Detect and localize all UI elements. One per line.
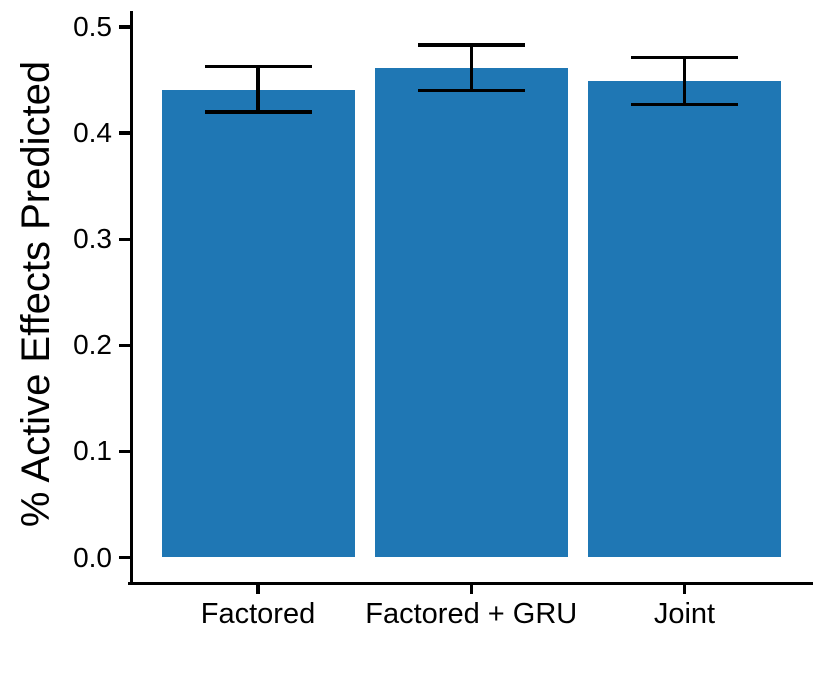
error-bar-line	[469, 45, 473, 91]
error-bar-cap-bottom	[417, 88, 525, 93]
bar-factored-gru	[374, 68, 568, 558]
y-tick	[119, 25, 130, 29]
bar-joint	[588, 81, 781, 558]
error-bar-cap-bottom	[204, 110, 312, 114]
x-tick	[682, 585, 687, 594]
y-axis-line	[130, 11, 134, 585]
y-tick-label: 0.3	[73, 223, 112, 255]
error-bar-cap-top	[417, 43, 525, 47]
y-tick	[119, 237, 130, 241]
error-bar-cap-bottom	[631, 102, 738, 107]
y-tick-label: 0.1	[73, 435, 112, 467]
y-tick-label: 0.2	[73, 329, 112, 361]
x-tick	[469, 585, 473, 594]
x-axis-line	[128, 581, 813, 585]
y-tick	[119, 343, 130, 347]
y-tick-label: 0.4	[73, 117, 112, 149]
error-bar-cap-top	[204, 64, 312, 68]
bar-factored	[161, 89, 355, 558]
x-tick-label: Joint	[653, 598, 716, 630]
error-bar-line	[256, 66, 260, 112]
y-tick	[119, 555, 130, 560]
y-tick-label: 0.5	[73, 11, 112, 42]
x-tick	[256, 585, 260, 594]
x-tick-label: Factored + GRU	[365, 598, 578, 630]
error-bar-cap-top	[631, 56, 738, 60]
error-bar-line	[682, 57, 687, 105]
y-tick-label: 0.0	[73, 541, 112, 573]
y-tick	[119, 131, 130, 135]
y-tick	[119, 449, 130, 454]
x-tick-label: Factored	[200, 598, 316, 630]
